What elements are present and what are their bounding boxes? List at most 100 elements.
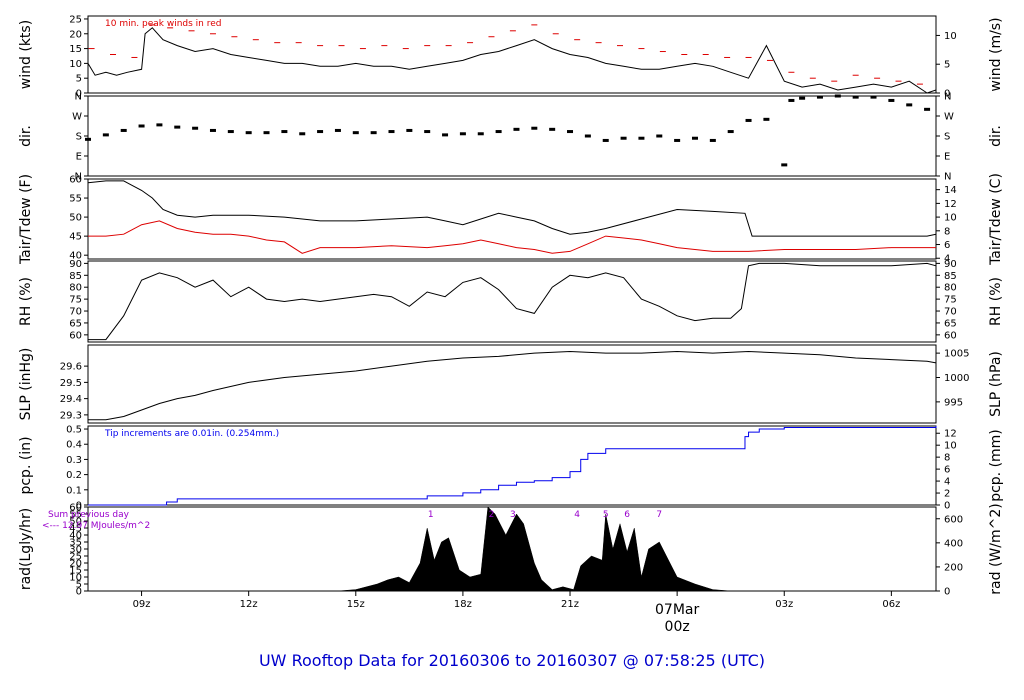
direction-point bbox=[442, 133, 449, 137]
y2tick-label: 8 bbox=[944, 226, 950, 237]
ytick-label: 0.3 bbox=[66, 455, 82, 466]
direction-point bbox=[281, 130, 288, 134]
direction-point bbox=[120, 128, 127, 132]
direction-point bbox=[924, 107, 931, 111]
y2tick-label: 1000 bbox=[944, 373, 969, 384]
direction-point bbox=[388, 130, 395, 134]
ytick-label: W bbox=[72, 112, 82, 123]
direction-point bbox=[727, 130, 734, 134]
ytick-label: 35 bbox=[69, 538, 82, 549]
ytick-label: 29.4 bbox=[60, 394, 82, 405]
sum-note-line2: <--- 12.97 MJoules/m^2 bbox=[42, 521, 150, 531]
y2tick-label: 995 bbox=[944, 397, 963, 408]
y2tick-label: 4 bbox=[944, 254, 950, 265]
direction-point bbox=[745, 118, 752, 122]
y2tick-label: 6 bbox=[944, 240, 950, 251]
y2tick-label: 10 bbox=[944, 31, 957, 42]
xtick-label: 21z bbox=[561, 599, 579, 610]
ytick-label: 25 bbox=[69, 14, 82, 25]
sum-note-line1: Sum previous day bbox=[48, 510, 130, 520]
chart-title: UW Rooftop Data for 20160306 to 20160307… bbox=[259, 651, 765, 670]
ytick-label: 45 bbox=[69, 524, 82, 535]
direction-point bbox=[352, 131, 359, 135]
ytick-label: S bbox=[76, 132, 82, 143]
ytick-label: N bbox=[75, 92, 82, 103]
panel-frame bbox=[87, 95, 937, 177]
ylabel-right: wind (m/s) bbox=[988, 17, 1004, 91]
direction-point bbox=[709, 138, 716, 142]
ytick-label: 55 bbox=[69, 510, 82, 521]
panel-frame bbox=[87, 178, 937, 260]
rad-marker: 3 bbox=[510, 510, 516, 520]
xtick-label: 12z bbox=[240, 599, 258, 610]
rad-marker: 2 bbox=[489, 510, 495, 520]
y2tick-label: 80 bbox=[944, 283, 957, 294]
y2tick-label: 65 bbox=[944, 318, 957, 329]
xtick-label: 09z bbox=[133, 599, 151, 610]
direction-point bbox=[513, 127, 520, 131]
ylabel-left: RH (%) bbox=[18, 277, 34, 326]
ytick-label: 0.4 bbox=[66, 440, 82, 451]
y2tick-label: 10 bbox=[944, 213, 957, 224]
ytick-label: 50 bbox=[69, 517, 82, 528]
ytick-label: 40 bbox=[69, 531, 82, 542]
ylabel-right: dir. bbox=[988, 125, 1004, 147]
series-line bbox=[88, 350, 937, 421]
direction-point bbox=[138, 124, 145, 128]
direction-point bbox=[674, 138, 681, 142]
ytick-label: E bbox=[76, 152, 82, 163]
y2tick-label: E bbox=[944, 152, 950, 163]
direction-point bbox=[227, 130, 234, 134]
direction-point bbox=[156, 123, 163, 127]
series-line bbox=[88, 262, 937, 341]
series-step bbox=[88, 426, 937, 506]
y2tick-label: 200 bbox=[944, 562, 963, 573]
direction-point bbox=[370, 131, 377, 135]
xtick-label: 15z bbox=[347, 599, 365, 610]
y2tick-label: 0 bbox=[944, 587, 950, 598]
ylabel-left: dir. bbox=[18, 125, 34, 147]
ytick-label: 0 bbox=[76, 587, 82, 598]
ylabel-right: RH (%) bbox=[988, 277, 1004, 326]
y2tick-label: 400 bbox=[944, 538, 963, 549]
ylabel-left: SLP (inHg) bbox=[18, 348, 34, 421]
direction-point bbox=[299, 132, 306, 136]
direction-point bbox=[477, 132, 484, 136]
y2tick-label: 4 bbox=[944, 477, 950, 488]
ytick-label: 45 bbox=[69, 232, 82, 243]
ytick-label: 75 bbox=[69, 295, 82, 306]
rad-marker: 4 bbox=[574, 510, 580, 520]
panel-wind: 0 5 10 15 20 25 0 5 10 wind (kts) wind (m/s) 10 min… bbox=[18, 14, 1004, 99]
rad-marker: 5 bbox=[603, 510, 609, 520]
y2tick-label: 6 bbox=[944, 465, 950, 476]
y2tick-label: 60 bbox=[944, 330, 957, 341]
y2tick-label: 2 bbox=[944, 489, 950, 500]
panel-frame bbox=[87, 425, 937, 506]
direction-point bbox=[495, 130, 502, 134]
ytick-label: 29.6 bbox=[60, 362, 82, 373]
direction-point bbox=[531, 126, 538, 130]
ylabel-right: rad (W/m^2) bbox=[988, 503, 1004, 594]
series-line bbox=[87, 180, 937, 237]
y2tick-label: 5 bbox=[944, 60, 950, 71]
panel-rad: 0510152025303540455055600200400600rad(Lg… bbox=[18, 503, 1004, 598]
y2tick-label: N bbox=[944, 172, 951, 183]
direction-point bbox=[317, 130, 324, 134]
rad-marker: 7 bbox=[656, 510, 662, 520]
ytick-label: 15 bbox=[69, 566, 82, 577]
y2tick-label: 8 bbox=[944, 453, 950, 464]
direction-point bbox=[209, 128, 216, 132]
y2tick-label: 12 bbox=[944, 199, 957, 210]
panel-temp: 40 45 50 55 60 4 6 8 10 12 14 Tair/Tdew (F) Tair/Tde… bbox=[18, 173, 1004, 266]
ytick-label: 50 bbox=[69, 213, 82, 224]
ytick-label: 0.5 bbox=[66, 425, 82, 436]
direction-point bbox=[834, 94, 841, 98]
day-hour-label: 00z bbox=[665, 619, 690, 635]
ytick-label: 29.3 bbox=[60, 410, 82, 421]
ytick-label: 0 bbox=[76, 89, 82, 100]
ytick-label: 0.1 bbox=[66, 485, 82, 496]
y2tick-label: 0 bbox=[944, 501, 950, 512]
ytick-label: 60 bbox=[69, 175, 82, 186]
